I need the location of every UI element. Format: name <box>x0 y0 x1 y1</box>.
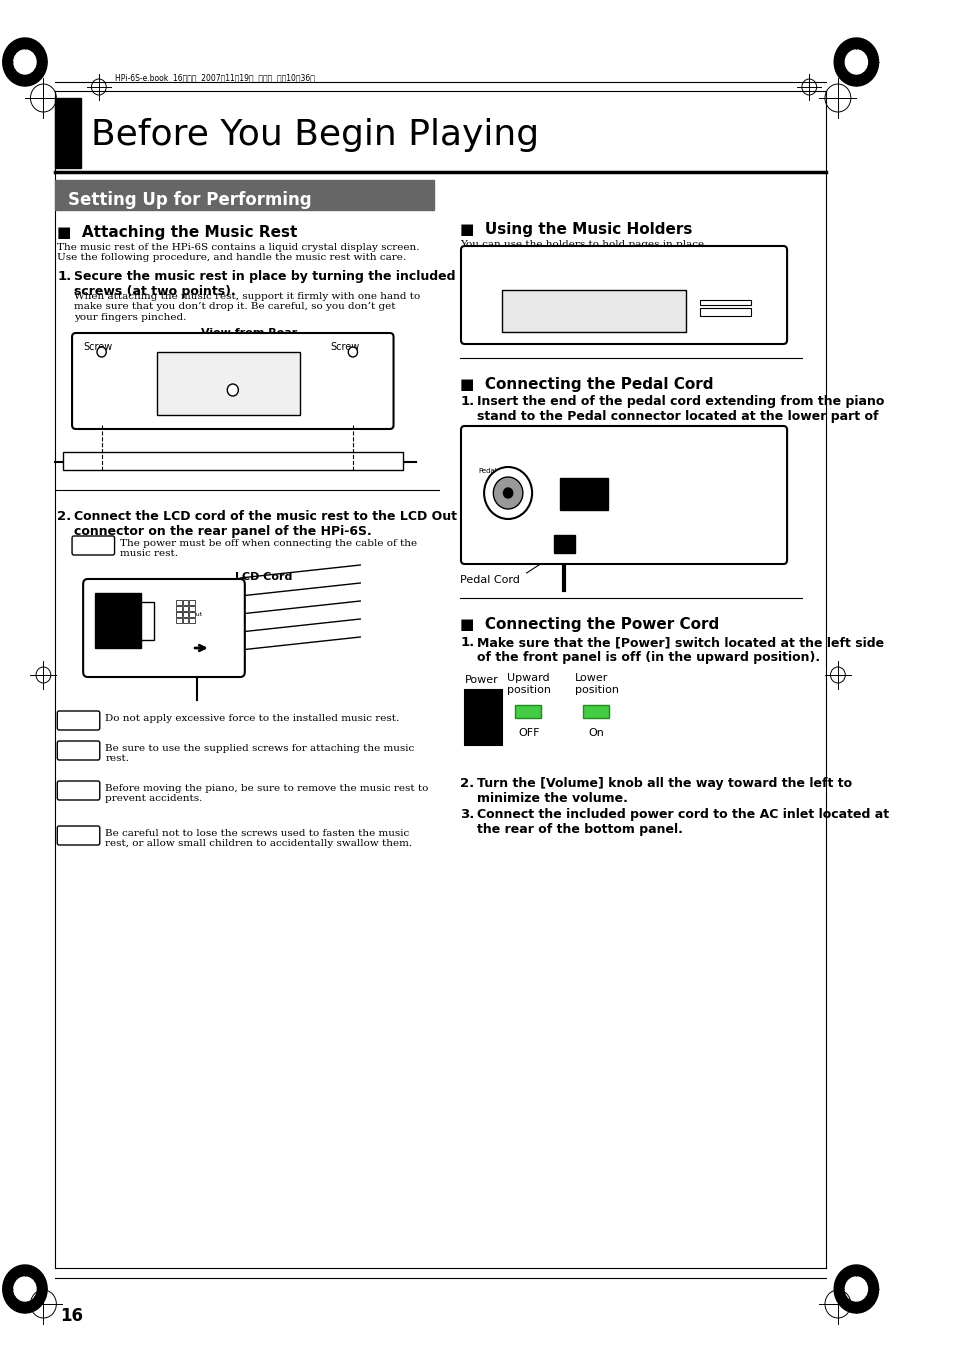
Text: OFF: OFF <box>518 728 539 738</box>
Text: When attaching the music rest, support it firmly with one hand to
make sure that: When attaching the music rest, support i… <box>73 292 419 322</box>
Polygon shape <box>14 1277 36 1301</box>
Text: Do not apply excessive force to the installed music rest.: Do not apply excessive force to the inst… <box>105 713 399 723</box>
Text: 1.: 1. <box>459 636 474 648</box>
Text: HPi-6S-e.book  16ページ  2007年11月19日  月曜日  午前10時36分: HPi-6S-e.book 16ページ 2007年11月19日 月曜日 午前10… <box>115 73 315 82</box>
Circle shape <box>227 384 238 396</box>
Bar <box>183 612 189 617</box>
Text: NOTE: NOTE <box>80 539 106 549</box>
Text: Setting Up for Performing: Setting Up for Performing <box>69 190 312 209</box>
Circle shape <box>97 347 106 357</box>
FancyBboxPatch shape <box>57 825 100 844</box>
Bar <box>95 593 141 648</box>
Circle shape <box>493 477 522 509</box>
Text: Screw: Screw <box>331 342 359 353</box>
Bar <box>183 607 189 611</box>
Text: 1.: 1. <box>459 394 474 408</box>
Bar <box>190 612 194 617</box>
Text: Be sure to use the supplied screws for attaching the music
rest.: Be sure to use the supplied screws for a… <box>105 744 415 763</box>
Text: Pedal: Pedal <box>478 467 497 474</box>
Bar <box>157 353 300 415</box>
Polygon shape <box>844 50 866 74</box>
Bar <box>554 535 574 553</box>
Bar <box>501 290 685 332</box>
Text: The power must be off when connecting the cable of the
music rest.: The power must be off when connecting th… <box>120 539 416 558</box>
FancyBboxPatch shape <box>460 426 786 563</box>
Bar <box>176 612 182 617</box>
Text: NOTE: NOTE <box>66 830 91 838</box>
Bar <box>190 600 194 605</box>
Text: View from Rear: View from Rear <box>201 328 297 338</box>
FancyBboxPatch shape <box>57 740 100 761</box>
Text: Insert the end of the pedal cord extending from the piano
stand to the Pedal con: Insert the end of the pedal cord extendi… <box>476 394 883 438</box>
Text: The music rest of the HPi-6S contains a liquid crystal display screen.
Use the f: The music rest of the HPi-6S contains a … <box>57 243 419 262</box>
Text: 16: 16 <box>60 1306 83 1325</box>
Text: NOTE: NOTE <box>66 744 91 753</box>
Bar <box>141 603 154 640</box>
Bar <box>55 180 434 209</box>
Bar <box>559 478 607 509</box>
Bar <box>176 600 182 605</box>
Bar <box>183 600 189 605</box>
Bar <box>700 308 750 316</box>
Polygon shape <box>844 1277 866 1301</box>
FancyBboxPatch shape <box>83 580 245 677</box>
Text: 3.: 3. <box>459 808 474 821</box>
FancyBboxPatch shape <box>72 536 114 555</box>
Polygon shape <box>3 38 47 86</box>
Bar <box>55 99 81 168</box>
Text: NOTE: NOTE <box>66 784 91 793</box>
FancyBboxPatch shape <box>72 332 394 430</box>
Text: Before You Begin Playing: Before You Begin Playing <box>91 118 538 153</box>
Text: Connect the LCD cord of the music rest to the LCD Out
connector on the rear pane: Connect the LCD cord of the music rest t… <box>73 509 456 538</box>
Bar <box>464 690 501 744</box>
Text: Screw: Screw <box>83 342 112 353</box>
Text: Upward
position: Upward position <box>507 673 551 694</box>
FancyBboxPatch shape <box>57 711 100 730</box>
Bar <box>515 705 540 717</box>
Circle shape <box>503 488 512 499</box>
Text: AC In: AC In <box>566 493 582 499</box>
Text: LCD Cord: LCD Cord <box>234 571 292 582</box>
Text: NOTE: NOTE <box>66 713 91 723</box>
Text: 1.: 1. <box>57 270 71 282</box>
Circle shape <box>348 347 357 357</box>
Text: Be careful not to lose the screws used to fasten the music
rest, or allow small : Be careful not to lose the screws used t… <box>105 830 412 848</box>
Text: Turn the [Volume] knob all the way toward the left to
minimize the volume.: Turn the [Volume] knob all the way towar… <box>476 777 851 805</box>
Polygon shape <box>833 38 878 86</box>
Bar <box>176 617 182 623</box>
Text: Power: Power <box>464 676 497 685</box>
Bar <box>63 453 402 470</box>
Text: ■  Attaching the Music Rest: ■ Attaching the Music Rest <box>57 226 297 240</box>
Bar <box>190 607 194 611</box>
Text: ■  Using the Music Holders: ■ Using the Music Holders <box>459 222 692 236</box>
Text: ■  Connecting the Power Cord: ■ Connecting the Power Cord <box>459 617 719 632</box>
Text: LCD Out: LCD Out <box>175 612 202 617</box>
Text: Connect the included power cord to the AC inlet located at
the rear of the botto: Connect the included power cord to the A… <box>476 808 888 836</box>
Text: You can use the holders to hold pages in place.
When not using the holders, leav: You can use the holders to hold pages in… <box>459 240 740 259</box>
Polygon shape <box>3 1265 47 1313</box>
Text: 2.: 2. <box>459 777 474 790</box>
Bar <box>582 705 608 717</box>
Bar <box>700 300 750 305</box>
Polygon shape <box>833 1265 878 1313</box>
Circle shape <box>483 467 532 519</box>
FancyBboxPatch shape <box>460 246 786 345</box>
Bar <box>183 617 189 623</box>
Text: Lower
position: Lower position <box>575 673 618 694</box>
Bar <box>176 607 182 611</box>
FancyBboxPatch shape <box>57 781 100 800</box>
Text: On: On <box>588 728 604 738</box>
Text: Before moving the piano, be sure to remove the music rest to
prevent accidents.: Before moving the piano, be sure to remo… <box>105 784 428 804</box>
Text: Make sure that the [Power] switch located at the left side
of the front panel is: Make sure that the [Power] switch locate… <box>476 636 882 663</box>
Bar <box>190 617 194 623</box>
Text: 2.: 2. <box>57 509 71 523</box>
Polygon shape <box>14 50 36 74</box>
Text: Pedal Cord: Pedal Cord <box>459 576 519 585</box>
Text: ■  Connecting the Pedal Cord: ■ Connecting the Pedal Cord <box>459 377 713 392</box>
Text: Secure the music rest in place by turning the included
screws (at two points).: Secure the music rest in place by turnin… <box>73 270 455 299</box>
